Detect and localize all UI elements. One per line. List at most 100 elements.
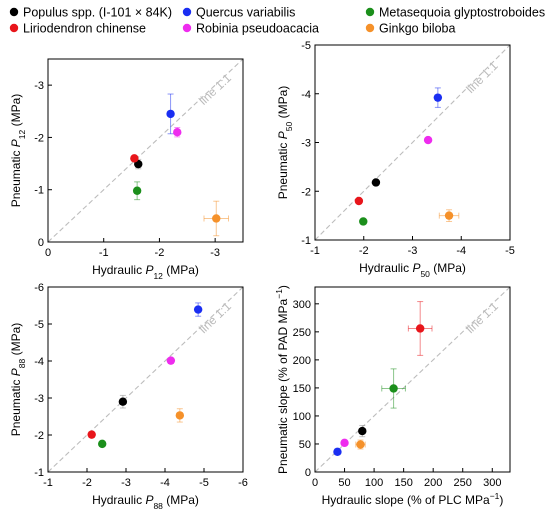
panel-1: line 1:1 0 -1 -2 -3 0 -1 -2 -3 Hydraulic P12 (MPa… (9, 58, 244, 281)
y-tick-label: -4 (34, 356, 44, 368)
legend-marker (365, 23, 375, 33)
y-tick-label: -4 (301, 89, 311, 101)
x-axis-label: Hydraulic slope (% of PLC MPa−1) (322, 491, 504, 507)
y-tick-label: 250 (293, 327, 311, 339)
y-axis-label: Pneumatic P50 (MPa) (276, 86, 294, 200)
x-axis-label: Hydraulic P12 (MPa) (92, 263, 199, 281)
y-tick-label: 100 (293, 411, 311, 423)
plot-frame (314, 286, 511, 473)
panel-3: line 1:1 -1 -2 -3 -4 -5 -6 -1 -2 -3 -4 -5 -6 Hydrauli… (9, 282, 248, 511)
data-point-robinia (340, 438, 349, 448)
data-point-liriodendron (130, 154, 139, 163)
x-tick-label: 150 (394, 477, 412, 489)
panel-2: line 1:1 -1 -2 -3 -4 -5 -1 -2 -3 -4 -5 Hydraulic P5… (276, 40, 515, 279)
y-tick-label: 200 (293, 355, 311, 367)
x-tick-label: 100 (365, 477, 383, 489)
x-tick-label: -2 (155, 247, 165, 259)
x-tick-label: 50 (338, 477, 350, 489)
data-point-robinia (423, 135, 433, 145)
y-tick-label: -2 (34, 430, 44, 442)
data-point-metasequoia (98, 439, 107, 449)
legend-marker (9, 23, 19, 33)
x-tick-label: -5 (199, 477, 209, 489)
y-tick-label: -1 (34, 185, 44, 197)
panels: line 1:1 0 -1 -2 -3 0 -1 -2 -3 Hydraulic P12 (MPa… (9, 40, 515, 511)
y-tick-label: -1 (34, 467, 44, 479)
x-tick-label: 250 (454, 477, 472, 489)
one-to-one-line (47, 58, 244, 243)
legend-label: Populus spp. (I-101 × 84K) (23, 6, 172, 20)
x-tick-label: -3 (408, 245, 418, 257)
x-tick-label: 0 (312, 477, 318, 489)
data-point-metasequoia (389, 384, 398, 393)
y-tick-label: -2 (301, 186, 311, 198)
legend: Populus spp. (I-101 × 84K) Liriodendron c… (9, 6, 545, 36)
legend-label: Ginkgo biloba (379, 22, 455, 36)
y-axis-label: Pneumatic slope (% of PAD MPa−1) (274, 285, 290, 474)
y-tick-label: 0 (38, 237, 44, 249)
x-axis-label: Hydraulic P50 (MPa) (359, 261, 466, 279)
legend-label: Quercus variabilis (196, 6, 295, 20)
one-to-one-line (314, 44, 511, 241)
x-tick-label: 300 (483, 477, 501, 489)
data-point-metasequoia (359, 217, 368, 226)
y-tick-label: -1 (301, 235, 311, 247)
x-tick-label: 0 (45, 247, 51, 259)
x-tick-label: -3 (210, 247, 220, 259)
legend-label: Robinia pseudoacacia (196, 22, 319, 36)
y-tick-label: -5 (301, 40, 311, 52)
data-point-liriodendron (87, 430, 96, 439)
legend-label: Liriodendron chinense (23, 22, 146, 36)
data-point-quercus (193, 305, 203, 314)
data-point-populus (371, 178, 381, 187)
y-tick-label: -5 (34, 319, 44, 331)
plot-frame (47, 286, 244, 473)
line-1-1-label: line 1:1 (463, 299, 501, 336)
data-point-quercus (433, 93, 443, 102)
data-point-ginkgo (444, 211, 454, 220)
x-tick-label: -3 (121, 477, 131, 489)
data-point-quercus (166, 109, 175, 119)
data-point-ginkgo (356, 440, 365, 449)
y-tick-label: -3 (301, 138, 311, 150)
x-axis-label: Hydraulic P88 (MPa) (92, 493, 199, 511)
data-point-liriodendron (415, 324, 425, 333)
data-point-quercus (333, 447, 342, 457)
data-point-populus (118, 397, 128, 406)
x-tick-label: -5 (505, 245, 515, 257)
y-tick-label: 0 (305, 467, 311, 479)
y-tick-label: -3 (34, 393, 44, 405)
x-tick-label: -1 (43, 477, 53, 489)
x-tick-label: -1 (310, 245, 320, 257)
legend-marker (365, 7, 375, 17)
y-tick-label: -6 (34, 282, 44, 294)
data-point-robinia (166, 356, 176, 365)
y-tick-label: -3 (34, 80, 44, 92)
legend-marker (9, 7, 19, 17)
data-point-ginkgo (175, 411, 185, 420)
line-1-1-label: line 1:1 (196, 71, 234, 108)
data-point-populus (358, 426, 367, 436)
y-tick-label: 50 (299, 439, 311, 451)
one-to-one-line (47, 286, 244, 473)
y-tick-label: 300 (293, 299, 311, 311)
y-tick-label: -2 (34, 132, 44, 144)
legend-label: Metasequoia glyptostroboides (379, 6, 545, 20)
x-tick-label: -2 (82, 477, 92, 489)
x-tick-label: -1 (99, 247, 109, 259)
x-tick-label: -2 (359, 245, 369, 257)
data-point-robinia (173, 128, 182, 137)
data-point-liriodendron (354, 196, 364, 206)
x-tick-label: -4 (456, 245, 466, 257)
plot-frame (47, 58, 244, 243)
y-tick-label: 150 (293, 383, 311, 395)
legend-marker (182, 23, 192, 33)
legend-marker (182, 7, 192, 17)
line-1-1-label: line 1:1 (463, 59, 500, 96)
data-point-metasequoia (132, 186, 142, 195)
x-tick-label: -6 (238, 477, 248, 489)
x-tick-label: -4 (160, 477, 170, 489)
line-1-1-label: line 1:1 (196, 299, 234, 336)
data-point-ginkgo (212, 214, 221, 223)
